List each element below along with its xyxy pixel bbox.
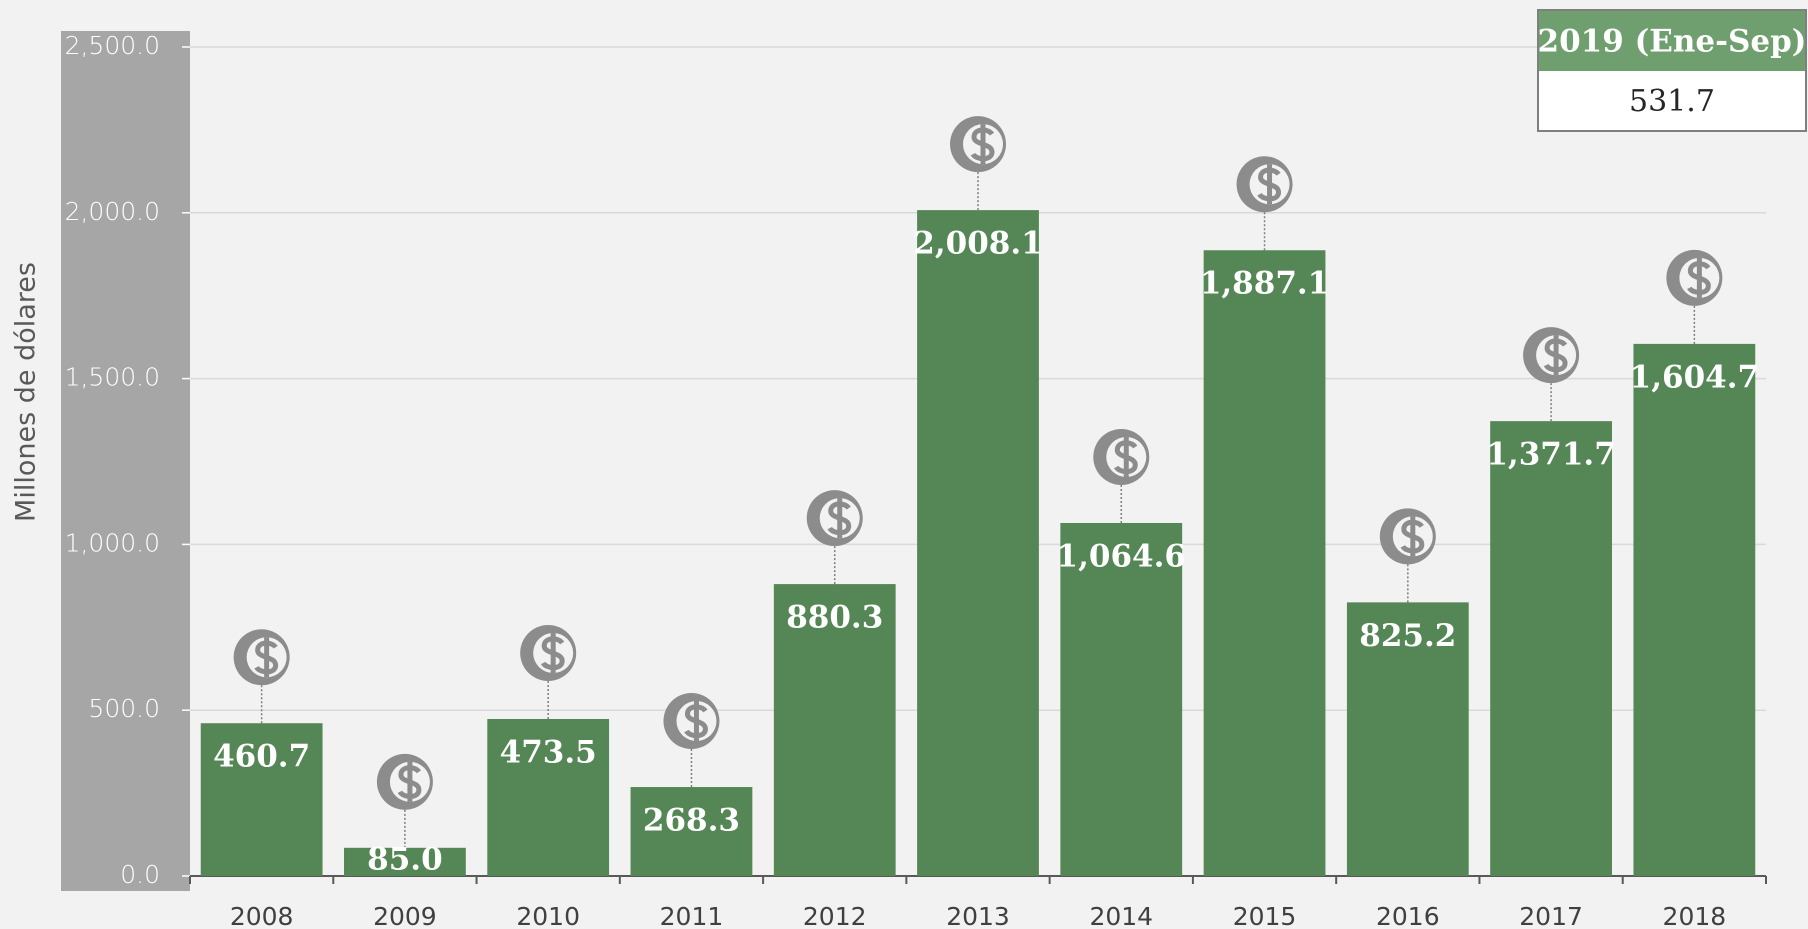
- coin-icon: [950, 116, 1006, 173]
- x-tick-label: 2015: [1233, 902, 1297, 929]
- coin-dollar: [1257, 164, 1282, 205]
- inset-header: [1539, 11, 1805, 71]
- bar: [773, 584, 896, 876]
- coin-icon: [1379, 508, 1436, 565]
- value-label: 1,064.6: [1057, 538, 1186, 574]
- value-label: 473.5: [500, 734, 597, 770]
- y-axis-panel: [61, 31, 190, 891]
- inset-value: 531.7: [1629, 84, 1715, 119]
- y-tick-label: 2,000.0: [65, 197, 160, 226]
- y-axis-title: Millones de dólares: [11, 262, 42, 522]
- value-label: 825.2: [1359, 618, 1456, 654]
- x-tick-label: 2013: [946, 902, 1010, 929]
- coin-dollar: [827, 498, 852, 539]
- bar: [487, 718, 610, 876]
- x-tick-label: 2010: [516, 902, 580, 929]
- bar: [630, 787, 753, 876]
- coin-dollar: [254, 637, 279, 678]
- value-label: 2,008.1: [913, 226, 1042, 262]
- coin-icon: [663, 693, 720, 750]
- x-tick-label: 2017: [1519, 902, 1583, 929]
- coin-dollar: [684, 701, 708, 742]
- y-tick-label: 2,500.0: [65, 31, 160, 60]
- coin-icon: [233, 629, 290, 686]
- coin-icon: [1093, 428, 1150, 485]
- coin-dollar: [1400, 516, 1425, 557]
- value-label: 268.3: [643, 803, 740, 839]
- value-label: 880.3: [786, 600, 883, 636]
- coin-icon: [520, 624, 577, 681]
- bar: [344, 847, 466, 876]
- bar: [1060, 522, 1183, 876]
- x-tick-label: 2009: [373, 902, 437, 929]
- bar: [1490, 421, 1612, 876]
- value-label: 460.7: [213, 739, 310, 775]
- bar: [1633, 343, 1756, 876]
- value-label: 85.0: [367, 842, 443, 878]
- coin-dollar: [1687, 257, 1711, 298]
- value-label: 1,371.7: [1486, 437, 1615, 473]
- coin-icon: [1236, 156, 1293, 213]
- y-tick-label: 1,500.0: [65, 363, 160, 392]
- coin-icon: [1523, 327, 1580, 384]
- x-tick-label: 2018: [1663, 902, 1727, 929]
- value-label: 1,604.7: [1630, 359, 1759, 395]
- value-label: 1,887.1: [1200, 266, 1329, 302]
- coin-icon: [376, 753, 433, 810]
- x-tick-label: 2011: [660, 902, 724, 929]
- bar: [917, 210, 1039, 877]
- bar: [200, 723, 323, 876]
- y-tick-label: 1,000.0: [65, 528, 160, 557]
- y-tick-label: 500.0: [88, 694, 160, 723]
- plot: 0.0 500.0 1,000.0 1,500.0 2,000.0 2,500.0 2008…: [65, 31, 1767, 929]
- coin-dollar: [397, 761, 422, 802]
- x-tick-label: 2012: [803, 902, 867, 929]
- coin-dollar: [1114, 436, 1138, 477]
- inset-title: 2019 (Ene-Sep): [1538, 24, 1807, 60]
- coin-icon: [1666, 249, 1723, 306]
- x-tick-label: 2008: [230, 902, 294, 929]
- coin-icon: [806, 490, 863, 547]
- x-tick-label: 2016: [1376, 902, 1440, 929]
- x-tick-label: 2014: [1089, 902, 1153, 929]
- bar: [1203, 250, 1326, 876]
- bar: [1346, 602, 1469, 876]
- coin-dollar: [970, 124, 995, 165]
- y-tick-label: 0.0: [120, 860, 160, 889]
- coin-dollar: [1543, 335, 1568, 376]
- coin-dollar: [540, 632, 565, 673]
